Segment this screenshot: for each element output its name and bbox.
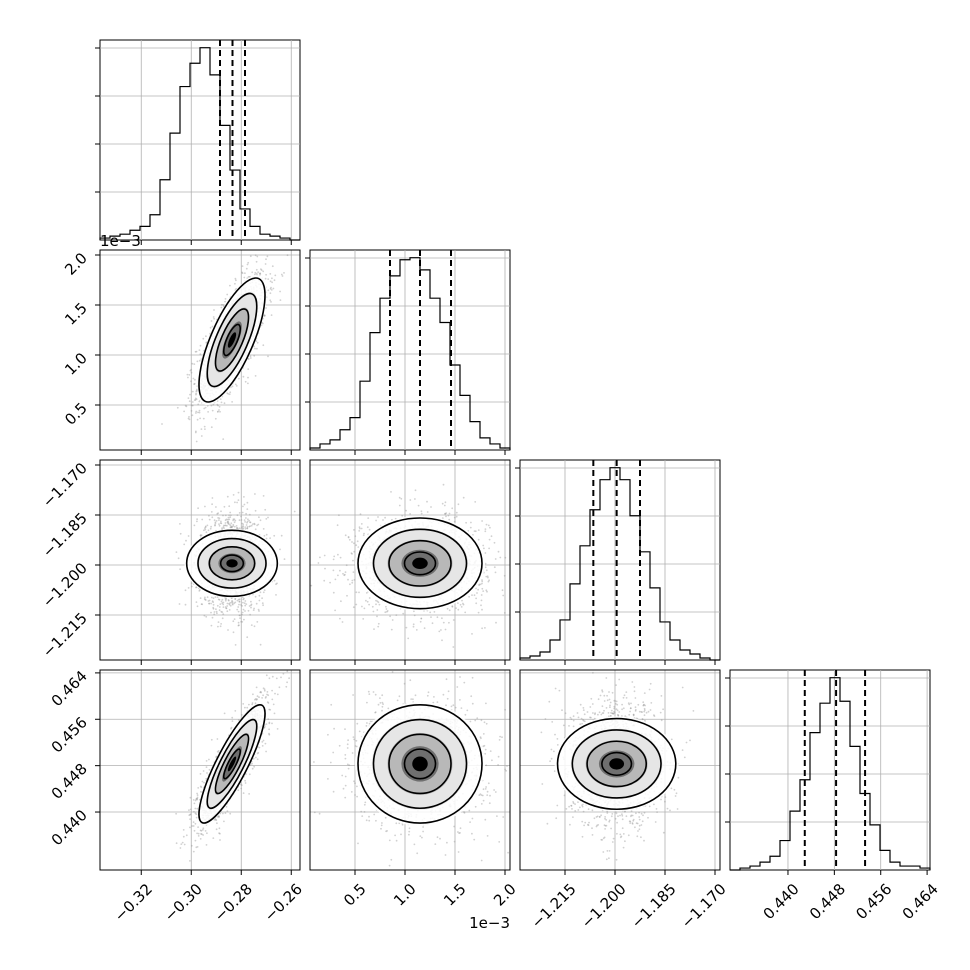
x-tick-label: −1.170 [678,880,730,932]
density-layer-5 [412,557,428,569]
contour-4 [185,529,279,598]
x-tick-label: 1.5 [440,880,470,910]
x-tick-label: 0.448 [806,880,849,923]
contour-2 [214,308,250,372]
histogram-line [99,47,300,241]
panel-frame [99,459,301,661]
y-tick-label: 1.0 [61,349,91,379]
panel-frame [309,249,511,451]
scatter-panel-4-1 [99,669,301,871]
contour-2 [388,733,452,795]
x-tick-label: 2.0 [490,880,520,910]
panel-background [100,670,300,870]
scatter-panel-3-2 [309,459,511,661]
panel-background [100,250,300,450]
density-layer-5 [609,758,625,770]
contour-4 [556,717,677,811]
histogram-panel-2 [305,249,511,451]
contour-4 [198,277,266,403]
contour-3 [206,718,258,810]
y-tick-label: 0.5 [61,399,91,429]
scatter-panel-3-1 [99,459,301,661]
x-tick-label: 1.0 [390,880,420,910]
panel-frame [519,669,721,871]
x-tick-label: 0.440 [760,880,803,923]
panel-frame [519,459,721,661]
panel-frame [309,459,511,661]
contour-4 [198,703,266,824]
contour-2 [214,733,250,795]
contour-1 [222,748,242,780]
panel-frame [99,669,301,871]
histogram-panel-3 [515,459,721,661]
y-tick-label: −1.185 [39,509,91,561]
contour-1 [403,748,437,780]
x-tick-label: 0.464 [899,880,942,923]
y-tick-label: −1.215 [39,609,91,661]
density-layer-5 [227,332,237,348]
panel-frame [99,249,301,451]
x-tick-label: 0.456 [852,880,895,923]
scatter-panel-4-2 [309,669,511,871]
contour-3 [372,718,468,810]
x-offset-label: 1e−3 [469,914,510,932]
contour-4 [357,703,483,824]
contour-3 [372,528,468,599]
histogram-line [730,677,931,871]
contour-2 [208,546,256,581]
scatter-panel-4-3 [519,669,721,871]
y-tick-label: 1.5 [61,299,91,329]
y-offset-label: 1e−3 [100,232,141,250]
y-tick-label: −1.170 [39,459,91,511]
x-tick-label: −1.200 [578,880,630,932]
panel-frame [309,669,511,871]
x-tick-label: −0.26 [261,880,306,925]
y-tick-label: 0.448 [48,760,91,803]
contour-3 [197,537,267,589]
panel-frame [99,39,301,241]
contour-3 [571,729,662,799]
y-tick-label: −1.200 [39,559,91,611]
x-tick-label: 0.5 [340,880,370,910]
contour-1 [601,751,633,777]
histogram-panel-1 [95,39,301,241]
x-tick-label: −0.28 [211,880,256,925]
y-tick-label: 2.0 [61,249,91,279]
contour-2 [586,740,648,788]
x-tick-label: −0.30 [161,880,206,925]
y-tick-label: 0.464 [48,667,91,710]
x-tick-label: −1.185 [628,880,680,932]
contour-3 [206,292,258,388]
density-layer-5 [226,559,238,568]
histogram-panel-4 [725,669,931,871]
histogram-line [309,257,511,450]
histogram-line [519,467,720,661]
y-tick-label: 0.456 [48,713,91,756]
x-tick-label: −0.32 [111,880,156,925]
scatter-panel-2-1 [99,249,301,451]
contour-2 [388,539,452,587]
x-tick-label: −1.215 [528,880,580,932]
density-layer-5 [227,756,237,772]
y-tick-label: 0.440 [48,806,91,849]
contour-1 [219,554,245,573]
density-layer-5 [412,756,428,772]
contour-4 [357,517,483,610]
contour-1 [403,551,437,576]
contour-1 [222,323,242,357]
